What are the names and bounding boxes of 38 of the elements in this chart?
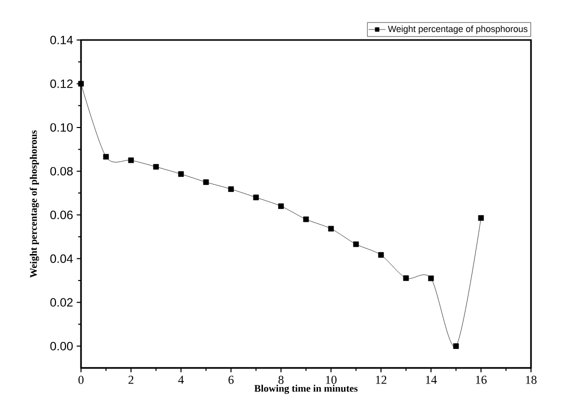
x-tick-label: 14 xyxy=(426,376,437,384)
point xyxy=(103,154,109,160)
x-axis-title: Blowing time in minutes xyxy=(254,384,358,394)
point xyxy=(403,275,409,281)
y-tick-label: 0.10 xyxy=(50,123,73,132)
x-tick-label: 10 xyxy=(326,376,337,384)
point xyxy=(278,203,284,209)
point xyxy=(453,343,459,349)
x-tick-label: 16 xyxy=(476,376,487,384)
x-tick-label: 18 xyxy=(526,376,537,384)
point xyxy=(203,179,209,185)
legend-label: Weight percentage of phosphorous xyxy=(388,25,528,34)
point xyxy=(428,276,434,282)
y-tick-label: 0.04 xyxy=(50,254,73,263)
x-tick-label: 4 xyxy=(178,376,184,384)
y-tick-label: 0.12 xyxy=(50,79,73,88)
x-tick-label: 6 xyxy=(228,376,234,384)
point xyxy=(303,216,309,222)
y-tick-label: 0.00 xyxy=(50,342,73,350)
point xyxy=(253,194,259,200)
x-tick-label: 2 xyxy=(128,376,134,384)
y-axis-title: Weight percentage of phosphorous xyxy=(30,130,39,278)
y-tick-label: 0.14 xyxy=(50,36,73,44)
y-tick-label: 0.08 xyxy=(50,166,73,176)
point xyxy=(228,186,234,192)
y-tick-label: 0.02 xyxy=(50,298,73,307)
point xyxy=(128,157,134,164)
point xyxy=(328,226,334,232)
point xyxy=(478,215,484,221)
y-tick-label: 0.06 xyxy=(50,210,73,220)
point xyxy=(78,80,84,87)
point xyxy=(378,252,384,258)
point xyxy=(353,241,359,248)
x-tick-label: 0 xyxy=(78,376,84,384)
x-tick-label: 8 xyxy=(278,376,284,384)
x-tick-label: 12 xyxy=(376,376,386,384)
point xyxy=(153,164,159,170)
point xyxy=(178,171,184,177)
